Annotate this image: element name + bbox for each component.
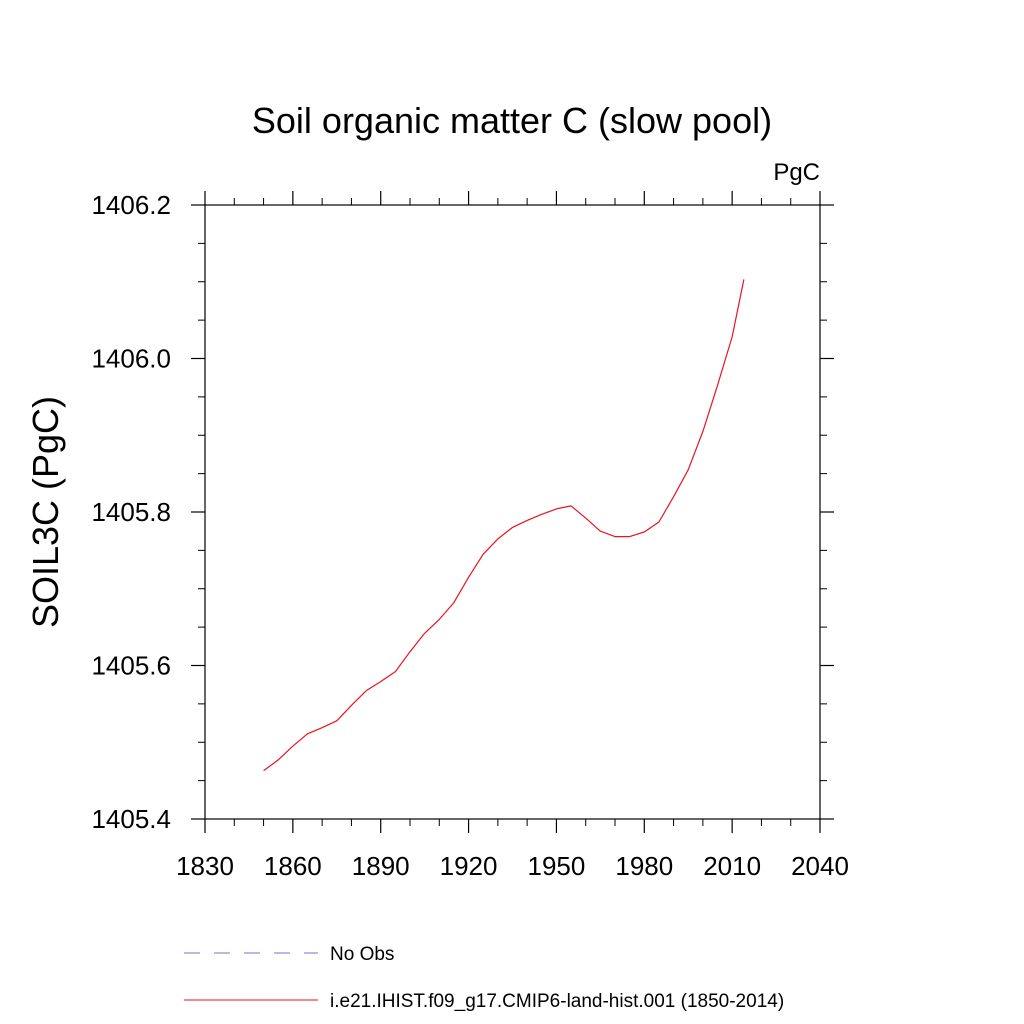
x-tick-label: 1920 bbox=[440, 851, 498, 881]
units-label: PgC bbox=[773, 159, 820, 186]
y-tick-label: 1405.8 bbox=[91, 497, 171, 527]
x-tick-label: 1890 bbox=[352, 851, 410, 881]
y-tick-label: 1405.6 bbox=[91, 651, 171, 681]
series-layer bbox=[263, 279, 745, 772]
legend-label: No Obs bbox=[330, 944, 394, 965]
x-tick-label: 1950 bbox=[528, 851, 586, 881]
y-tick-labels: 1405.4 1405.6 1405.8 1406.0 1406.2 bbox=[91, 190, 171, 834]
legend: No Obs i.e21.IHIST.f09_g17.CMIP6-land-his… bbox=[184, 944, 784, 1012]
x-tick-labels: 1830 1860 1890 1920 1950 1980 2010 2040 bbox=[176, 851, 849, 881]
y-tick-label: 1406.0 bbox=[91, 344, 171, 374]
x-tick-label: 1830 bbox=[176, 851, 234, 881]
plot-frame bbox=[204, 204, 821, 820]
y-tick-label: 1405.4 bbox=[91, 804, 171, 834]
legend-label: i.e21.IHIST.f09_g17.CMIP6-land-hist.001 … bbox=[330, 991, 784, 1012]
x-tick-label: 2010 bbox=[703, 851, 761, 881]
y-tick-label: 1406.2 bbox=[91, 190, 171, 220]
y-axis-label: SOIL3C (PgC) bbox=[25, 396, 66, 628]
x-tick-label: 1980 bbox=[615, 851, 673, 881]
x-tick-label: 2040 bbox=[791, 851, 849, 881]
series-line bbox=[263, 279, 745, 772]
x-tick-label: 1860 bbox=[264, 851, 322, 881]
chart-title: Soil organic matter C (slow pool) bbox=[252, 100, 772, 141]
axis-ticks bbox=[191, 191, 834, 833]
